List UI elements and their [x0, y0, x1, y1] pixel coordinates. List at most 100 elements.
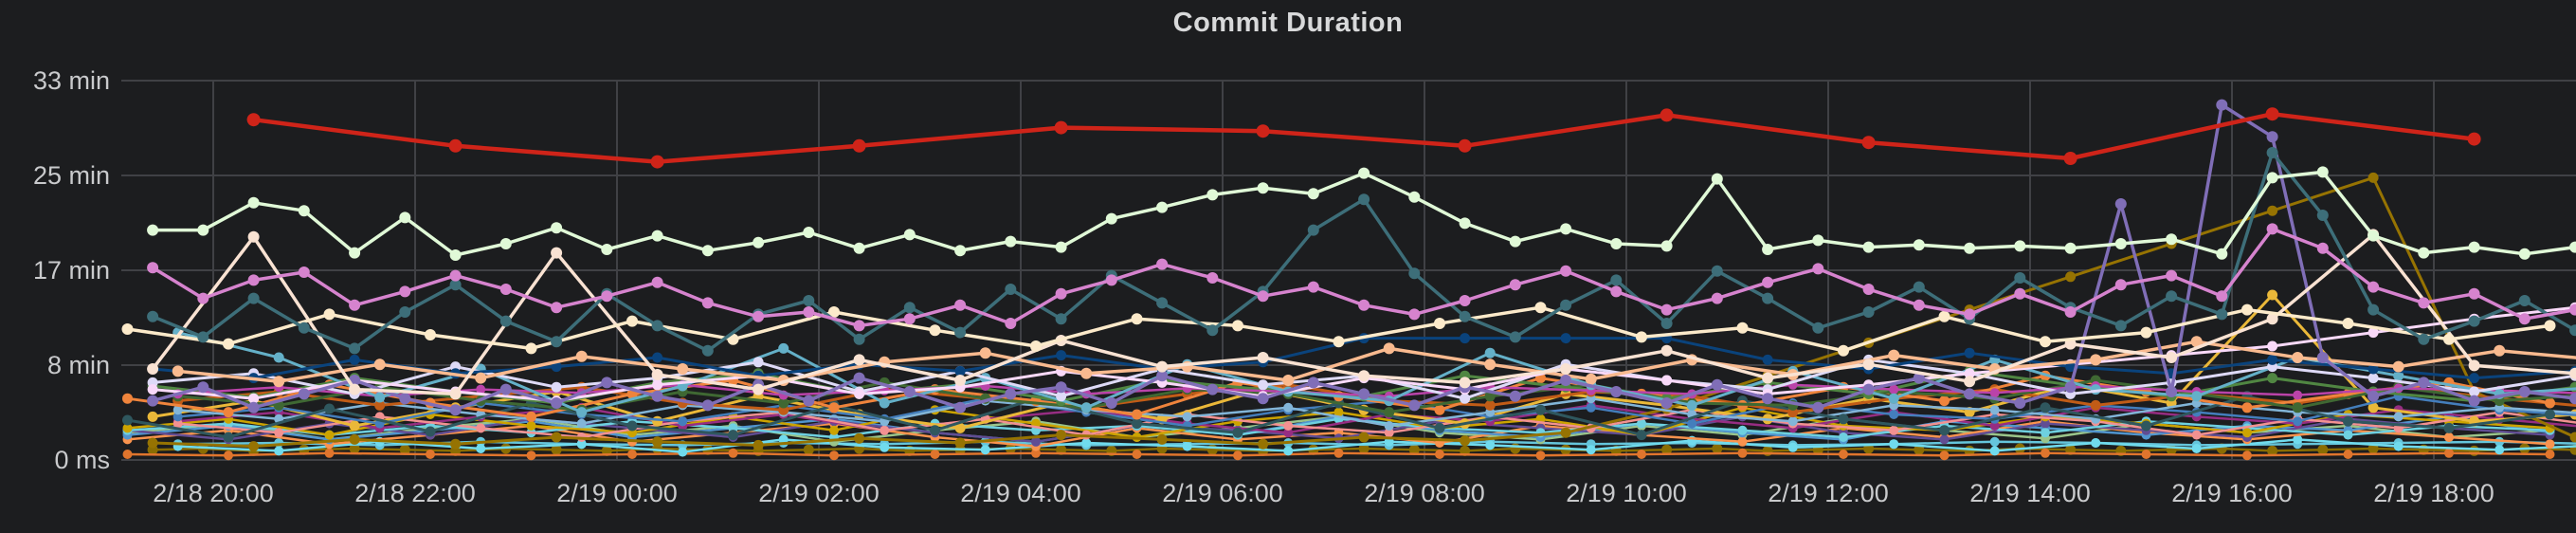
- data-point-marker: [324, 430, 335, 440]
- data-point-marker: [324, 448, 335, 458]
- data-point-marker: [1586, 445, 1596, 455]
- data-point-marker: [349, 420, 360, 432]
- data-point-marker: [1660, 240, 1673, 252]
- data-point-marker: [2216, 248, 2228, 260]
- data-point-marker: [248, 393, 260, 404]
- data-point-marker: [1031, 448, 1041, 458]
- data-point-marker: [1888, 393, 1899, 404]
- data-point-marker: [2545, 397, 2555, 409]
- series-light-cyan: [172, 434, 2576, 457]
- data-point-marker: [1839, 450, 1848, 459]
- data-point-marker: [1862, 241, 1875, 253]
- data-point-marker: [1913, 299, 1925, 311]
- data-point-marker: [1939, 425, 1950, 436]
- data-point-marker: [2267, 373, 2278, 384]
- data-point-marker: [1156, 433, 1168, 445]
- data-point-marker: [1232, 320, 1243, 332]
- data-point-marker: [1156, 370, 1169, 382]
- data-point-marker: [1156, 258, 1169, 270]
- data-point-marker: [1485, 440, 1496, 450]
- x-axis-tick-label: 2/19 14:00: [1969, 479, 2091, 507]
- data-point-marker: [1812, 234, 1824, 247]
- data-point-marker: [273, 352, 284, 363]
- data-point-marker: [1156, 297, 1169, 309]
- data-point-marker: [601, 244, 613, 255]
- data-point-marker: [1080, 402, 1092, 414]
- data-point-marker: [298, 388, 310, 400]
- data-point-marker: [2040, 336, 2051, 348]
- data-point-marker: [2267, 354, 2278, 365]
- data-point-marker: [2367, 402, 2379, 414]
- data-point-marker: [1686, 399, 1697, 411]
- data-point-marker: [1383, 342, 1395, 355]
- data-point-marker: [1054, 120, 1068, 135]
- series-peach: [172, 336, 2576, 388]
- data-point-marker: [1030, 340, 1042, 352]
- x-axis-tick-label: 2/18 20:00: [153, 479, 274, 507]
- data-point-marker: [425, 426, 436, 437]
- data-point-marker: [1560, 265, 1572, 277]
- data-point-marker: [1610, 386, 1623, 397]
- data-point-marker: [2266, 147, 2278, 158]
- data-point-marker: [2041, 428, 2050, 438]
- data-point-marker: [576, 439, 587, 450]
- data-point-marker: [853, 372, 865, 384]
- data-point-marker: [499, 383, 512, 395]
- x-axis-tick-label: 2/19 06:00: [1162, 479, 1283, 507]
- data-point-marker: [2393, 441, 2404, 451]
- data-point-marker: [2190, 336, 2203, 348]
- data-point-marker: [1484, 399, 1496, 411]
- data-point-marker: [954, 245, 967, 257]
- data-point-marker: [1005, 388, 1017, 400]
- data-point-marker: [1610, 274, 1623, 286]
- panel-title[interactable]: Commit Duration: [1172, 8, 1404, 38]
- data-point-marker: [2544, 320, 2556, 332]
- data-point-marker: [1005, 318, 1017, 329]
- data-point-marker: [1258, 379, 1269, 391]
- series-line: [251, 111, 2476, 164]
- data-point-marker: [525, 342, 537, 355]
- data-point-marker: [1812, 322, 1824, 334]
- data-point-marker: [2014, 272, 2026, 284]
- data-point-marker: [224, 450, 233, 461]
- data-point-marker: [1257, 290, 1269, 303]
- data-point-marker: [551, 444, 562, 455]
- series-orange-flat: [122, 448, 2555, 461]
- data-point-marker: [1737, 448, 1748, 458]
- data-point-marker: [2443, 333, 2455, 345]
- data-point-marker: [852, 138, 866, 153]
- data-point-marker: [2064, 242, 2077, 254]
- data-point-marker: [1081, 438, 1092, 448]
- data-point-marker: [2065, 361, 2077, 373]
- data-point-marker: [2569, 367, 2576, 379]
- data-point-marker: [1005, 284, 1017, 295]
- data-point-marker: [728, 448, 738, 458]
- data-point-marker: [2468, 287, 2480, 300]
- data-point-marker: [2242, 428, 2252, 438]
- data-point-marker: [778, 342, 789, 354]
- data-point-marker: [1358, 193, 1370, 206]
- data-point-marker: [1132, 450, 1142, 459]
- data-point-marker: [2266, 313, 2278, 325]
- data-point-marker: [651, 369, 663, 380]
- data-point-marker: [1560, 427, 1571, 438]
- data-point-marker: [1737, 436, 1748, 447]
- series-red: [246, 107, 2481, 169]
- data-point-marker: [2367, 230, 2380, 242]
- y-axis-tick-label: 25 min: [33, 161, 110, 190]
- data-point-marker: [829, 425, 839, 435]
- data-point-marker: [903, 229, 916, 241]
- data-point-marker: [1460, 393, 1471, 404]
- data-point-marker: [652, 436, 663, 448]
- data-point-marker: [551, 381, 562, 393]
- data-point-marker: [1712, 443, 1723, 454]
- data-point-marker: [2166, 269, 2178, 282]
- data-point-marker: [1661, 375, 1673, 386]
- data-point-marker: [828, 402, 840, 414]
- data-point-marker: [1459, 377, 1471, 389]
- data-point-marker: [1560, 223, 1572, 235]
- data-point-marker: [2367, 281, 2380, 293]
- data-point-marker: [930, 450, 940, 459]
- data-point-marker: [1333, 407, 1344, 417]
